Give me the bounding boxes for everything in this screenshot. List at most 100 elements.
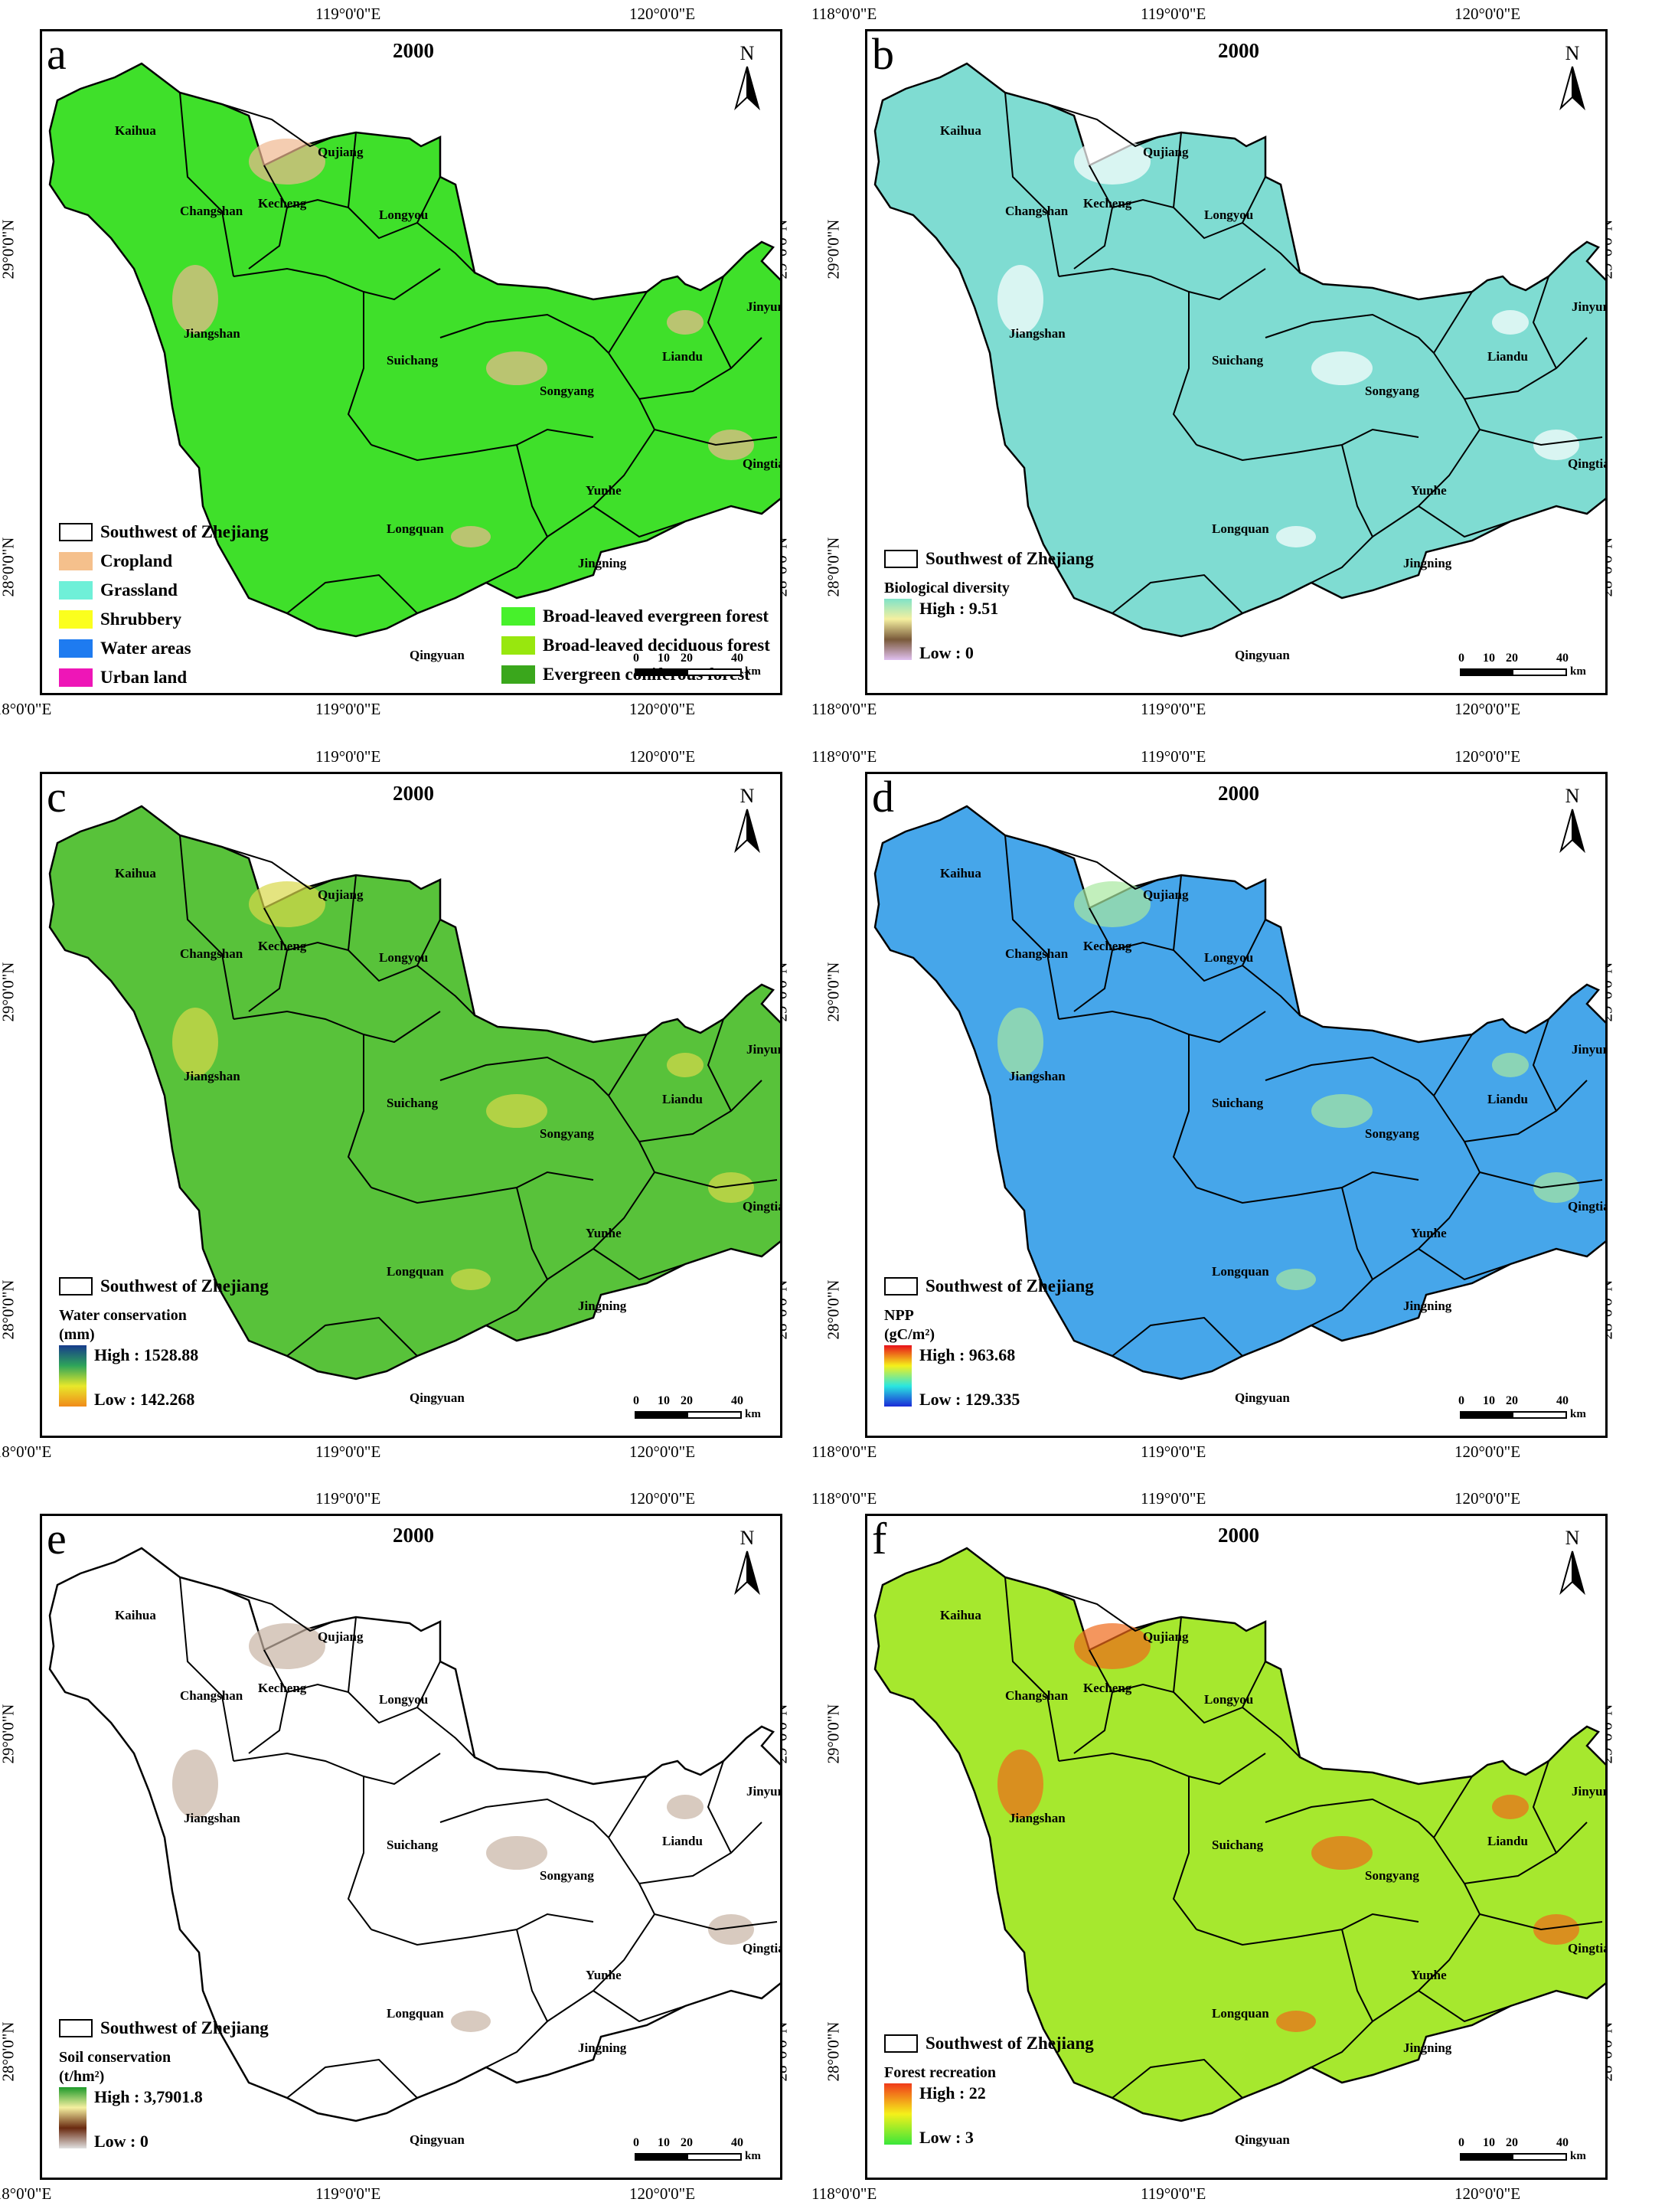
county-label-yunhe: Yunhe [1411,1226,1447,1240]
north-label: N [739,785,755,807]
county-label-kecheng: Kecheng [258,196,307,211]
panel-letter: f [872,1514,887,1563]
county-label-jiangshan: Jiangshan [1009,1069,1066,1083]
county-boundary [1479,429,1603,446]
county-label-qingtian: Qingtian [1568,456,1605,471]
land-patch [172,1008,218,1077]
panel-year: 2000 [1218,782,1259,805]
land-patch [451,1269,491,1290]
county-label-changshan: Changshan [180,1688,243,1703]
scale-tick: 0 [1458,1394,1464,1407]
region-map [873,805,1605,1380]
county-boundary [1433,291,1473,354]
county-boundary [455,536,548,599]
legend-high: High : 963.68 [919,1345,1016,1364]
county-boundary [1112,2058,1243,2099]
county-label-kaihua: Kaihua [115,866,156,881]
county-boundary [1532,1760,1557,1854]
county-boundary [1196,428,1419,462]
region-map [48,62,780,638]
county-label-kecheng: Kecheng [1083,1681,1132,1695]
county-label-jiangshan: Jiangshan [184,326,240,341]
scale-unit: km [1570,1408,1586,1420]
scale-tick: 0 [1458,2136,1464,2149]
county-boundary [221,103,334,148]
county-boundary [707,1018,732,1112]
county-label-jinyun: Jinyun [746,299,782,314]
scale-unit: km [745,1408,761,1420]
land-patch [1492,1795,1529,1819]
county-label-jinyun: Jinyun [1572,1042,1608,1057]
county-boundary [1112,874,1182,952]
county-boundary [221,846,334,890]
latitude-label: 28°0'0"N [824,537,843,597]
north-arrow-icon: N [728,1527,766,1597]
panel-year: 2000 [393,782,434,805]
land-patch [172,265,218,334]
county-boundary [371,428,594,462]
county-label-kaihua: Kaihua [940,1608,981,1622]
county-boundary [1464,337,1588,400]
county-boundary [1172,292,1197,446]
county-boundary [593,1248,686,1281]
scale-bar: 0 10 20 40 km [1458,1394,1586,1426]
legend-high: High : 22 [919,2083,986,2103]
county-label-qingyuan: Qingyuan [1235,648,1290,662]
county-boundary [416,1707,475,1758]
county-label-jingning: Jingning [578,2040,627,2055]
legend-label: Water areas [100,639,191,658]
map-frame: Kaihua Qujiang Kecheng Changshan Longyou Jian… [865,29,1608,695]
latitude-label: 28°0'0"N [0,2021,18,2082]
county-label-kaihua: Kaihua [940,123,981,138]
region-map [48,1547,780,2122]
legend-low: Low : 0 [94,2132,149,2151]
legend-unit: (t/hm²) [59,2068,105,2085]
county-boundary [516,1187,594,1281]
county-label-jiangshan: Jiangshan [184,1811,240,1825]
county-boundary [1341,1929,1419,2023]
north-arrow-icon: N [728,42,766,113]
legend-gradient: High : 22 Low : 3 [884,2083,1094,2148]
legend-region-outline: Southwest of Zhejiang [884,544,1094,573]
county-boundary [347,1776,372,1930]
county-boundary [1418,1248,1511,1281]
county-label-qingtian: Qingtian [743,1199,780,1214]
scale-bar: 0 10 20 40 km [633,652,761,684]
county-boundary [1112,1616,1182,1694]
north-label: N [739,42,755,64]
county-boundary [1479,1171,1603,1189]
outline-swatch [884,1277,918,1296]
map-panel-b: 118°0'0"E 118°0'0"E 119°0'0"E 119°0'0"E 120°… [811,5,1615,718]
county-boundary [1418,505,1511,538]
map-legend: Southwest of Zhejiang Soil conservation (t… [59,2014,269,2152]
county-label-jingning: Jingning [1403,1299,1452,1313]
gradient-bar [59,1345,87,1407]
county-label-qingtian: Qingtian [1568,1199,1605,1214]
legend-title: Soil conservation [59,2049,171,2066]
county-label-longquan: Longquan [1212,2006,1269,2021]
legend-item: Broad-leaved deciduous forest [501,631,770,660]
county-label-songyang: Songyang [540,1868,594,1883]
county-boundary [608,1776,648,1838]
scale-tick: 10 [1483,652,1495,665]
north-arrow-icon: N [728,785,766,855]
county-boundary [371,1171,594,1204]
region-map [873,1547,1605,2122]
county-label-yunhe: Yunhe [586,1226,622,1240]
latitude-label: 29°0'0"N [824,219,843,279]
county-boundary [286,573,418,614]
county-label-jinyun: Jinyun [1572,299,1608,314]
outline-swatch [884,2034,918,2053]
legend-swatch [501,665,535,684]
county-boundary [1280,536,1373,599]
legend-low: Low : 142.268 [94,1390,195,1409]
scale-tick: 40 [1556,2136,1569,2149]
legend-swatch [59,581,93,600]
land-patch [451,526,491,547]
county-label-qingtian: Qingtian [1568,1941,1605,1956]
county-boundary [179,1576,234,1762]
outline-swatch [59,2019,93,2037]
legend-gradient: High : 3,7901.8 Low : 0 [59,2087,269,2152]
county-boundary [1004,1576,1059,1762]
legend-high: High : 9.51 [919,599,999,618]
